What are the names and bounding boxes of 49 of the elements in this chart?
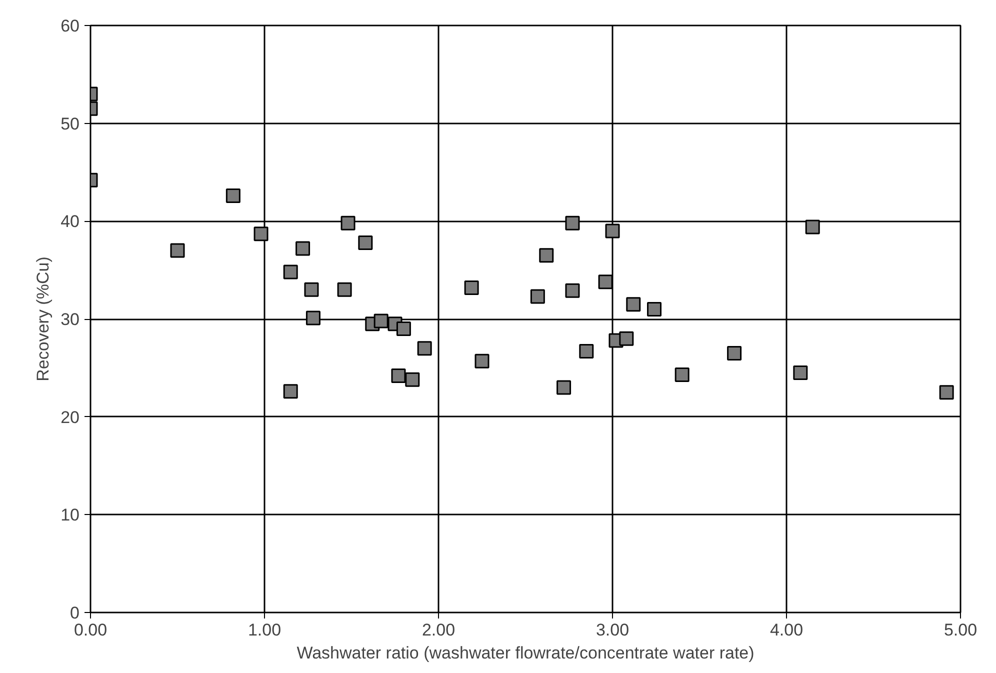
y-tick-label: 20 xyxy=(60,408,80,427)
point xyxy=(306,310,320,326)
point xyxy=(598,274,613,290)
point xyxy=(647,302,662,316)
point xyxy=(556,380,572,395)
x-tick-label: 1.00 xyxy=(248,620,282,640)
point xyxy=(474,354,490,368)
point xyxy=(417,341,432,356)
point xyxy=(358,235,373,250)
point xyxy=(304,282,319,297)
y-tick-label: 50 xyxy=(60,114,80,134)
point xyxy=(405,372,420,387)
point xyxy=(939,385,954,400)
point xyxy=(565,283,580,298)
point xyxy=(805,220,820,234)
point xyxy=(296,241,310,256)
point xyxy=(374,314,388,328)
point xyxy=(605,224,620,238)
point xyxy=(727,346,742,360)
point xyxy=(226,188,240,203)
point xyxy=(539,248,554,263)
point xyxy=(391,368,406,383)
x-tick-label: 4.00 xyxy=(770,620,804,640)
x-axis-title: Washwater ratio (washwater flowrate/concentrate water rate) xyxy=(296,644,754,662)
y-tick-label: 40 xyxy=(60,212,80,232)
point xyxy=(565,216,580,230)
point xyxy=(626,297,641,312)
y-axis-title: Recovery (%Cu) xyxy=(34,256,53,382)
point xyxy=(530,289,545,304)
y-tick-label: 30 xyxy=(60,310,80,329)
x-tick-label: 2.00 xyxy=(422,620,456,640)
point xyxy=(254,226,268,242)
x-tick-label: 0.00 xyxy=(74,620,108,640)
point xyxy=(340,216,356,230)
x-tick-label: 5.00 xyxy=(944,620,978,640)
y-tick-label: 0 xyxy=(70,604,80,622)
y-tick-label: 10 xyxy=(60,506,80,525)
point xyxy=(396,322,411,336)
point xyxy=(283,264,298,280)
point xyxy=(170,243,185,258)
point xyxy=(674,368,690,382)
point xyxy=(619,331,634,346)
point xyxy=(337,282,352,297)
point xyxy=(793,366,808,380)
point xyxy=(283,384,298,399)
point xyxy=(579,344,594,359)
y-tick-label: 60 xyxy=(60,16,80,36)
point xyxy=(464,280,479,295)
x-tick-label: 3.00 xyxy=(596,620,630,640)
